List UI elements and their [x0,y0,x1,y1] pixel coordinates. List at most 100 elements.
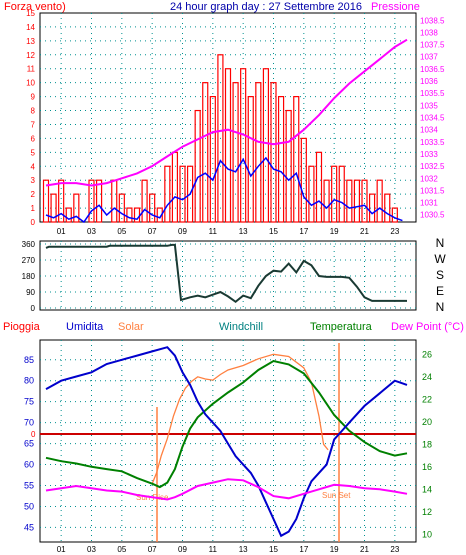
wind-speed-tick-label: 13 [26,37,35,46]
pressure-tick-label: 1031 [420,199,438,208]
wind-gust-bar [346,179,353,223]
wind-gust-bar [353,179,361,223]
wind-gust-bar [247,95,254,223]
wind-direction-tick-label: 0 [31,304,36,313]
wind-gust-bar [255,82,262,223]
hour-tick-label: 01 [57,227,66,236]
temperature-tick-label: 24 [422,372,432,382]
legend-solar: Solar [118,321,144,333]
hour-tick-label: 03 [87,227,96,236]
wind-speed-tick-label: 7 [31,120,36,129]
hour-tick-label: 13 [239,227,248,236]
hour-tick-label: 05 [117,545,126,554]
humidity-tick-label: 55 [24,481,34,491]
hour-tick-label: 17 [299,545,308,554]
wind-gust-bar [285,109,292,223]
wind-gust-bar [293,95,300,223]
temperature-tick-label: 16 [422,462,432,472]
wind-gust-bar [118,193,125,223]
wind-direction-line [45,243,407,304]
hour-tick-label: 17 [299,227,308,236]
compass-label: N [436,300,445,314]
wind-speed-tick-label: 15 [26,9,35,18]
temperature-tick-label: 22 [422,394,432,404]
hour-tick-label: 21 [360,545,369,554]
wind-gust-bar [194,109,201,223]
wind-gust-bar [323,179,330,223]
legend-temperature: Temperatura [310,321,373,333]
wind-speed-tick-label: 4 [31,162,36,171]
wind-speed-tick-label: 1 [31,204,36,213]
hour-tick-label: 03 [87,545,96,554]
pressure-tick-label: 1033 [420,150,438,159]
temperature-line [45,359,408,489]
legend-rain: Pioggia [3,321,41,333]
humidity-tick-label: 50 [24,501,34,511]
wind-gust-bar [50,193,57,223]
wind-gust-bar [58,179,65,223]
compass-label: E [436,284,444,298]
humidity-tick-labels: 45 50 55 60 65 70 75 80 85 [24,355,34,533]
wind-gust-bar [141,179,148,223]
hour-tick-label: 23 [390,545,399,554]
pressure-tick-label: 1038.5 [420,16,445,25]
temperature-tick-label: 18 [422,439,432,449]
wind-gust-bar [42,179,50,223]
dewpoint-line [45,478,408,501]
wind-direction-tick-labels: 0 90 180 270 360 [22,240,36,313]
hour-tick-labels-bottom: 01 03 05 07 09 11 13 15 17 19 21 23 [57,545,400,554]
wind-gust-bar [232,82,239,223]
wind-speed-tick-label: 12 [26,51,35,60]
wind-gust-bar [277,95,285,223]
pressure-tick-label: 1037.5 [420,41,445,50]
pressure-tick-label: 1031.5 [420,186,445,195]
wind-speed-tick-label: 6 [31,134,36,143]
wind-gust-bar [368,193,376,223]
pressure-tick-label: 1036.5 [420,65,445,74]
humidity-line [45,346,408,538]
hour-tick-label: 07 [148,545,157,554]
wind-speed-tick-label: 5 [31,148,36,157]
wind-gust-bar [73,193,80,223]
temperature-tick-label: 12 [422,507,432,517]
wind-gust-bar [186,165,194,223]
rain-zero-label: 0 [31,430,36,439]
wind-gust-bar [361,179,368,223]
temp-humidity-plot-area [39,339,417,543]
wind-gust-bar [262,68,270,223]
humidity-tick-label: 45 [24,522,34,532]
compass-label: S [436,268,444,282]
pressure-axis-title: Pressione [371,1,420,13]
wind-gust-bar [270,82,277,223]
pressure-line [45,38,408,187]
chart-title: 24 hour graph day : 27 Settembre 2016 [170,1,362,13]
hour-tick-label: 21 [360,227,369,236]
wind-gust-bar [224,68,232,223]
wind-speed-tick-label: 9 [31,93,36,102]
temperature-tick-label: 10 [422,529,432,539]
hour-tick-label: 11 [209,545,218,554]
wind-speed-tick-label: 2 [31,190,36,199]
wind-speed-tick-label: 10 [26,79,35,88]
wind-gust-bar [376,179,383,223]
wind-gust-bar [315,151,323,223]
humidity-tick-label: 65 [24,439,34,449]
wind-gust-bar [209,95,216,223]
wind-speed-axis-title: Forza vento) [4,1,66,13]
wind-direction-plot-area [39,240,417,311]
wind-gust-bar [179,165,186,223]
wind-pressure-plot-area [39,12,417,223]
wind-gust-bar [391,207,398,223]
legend-windchill: Windchill [219,321,263,333]
pressure-tick-label: 1032.5 [420,162,445,171]
wind-gust-bar [95,179,103,223]
wind-direction-tick-label: 180 [22,272,36,281]
pressure-tick-label: 1034.5 [420,114,445,123]
wind-gust-bar [88,179,95,223]
wind-speed-tick-label: 8 [31,107,36,116]
wind-gust-bar [384,193,391,223]
pressure-tick-label: 1033.5 [420,138,445,147]
